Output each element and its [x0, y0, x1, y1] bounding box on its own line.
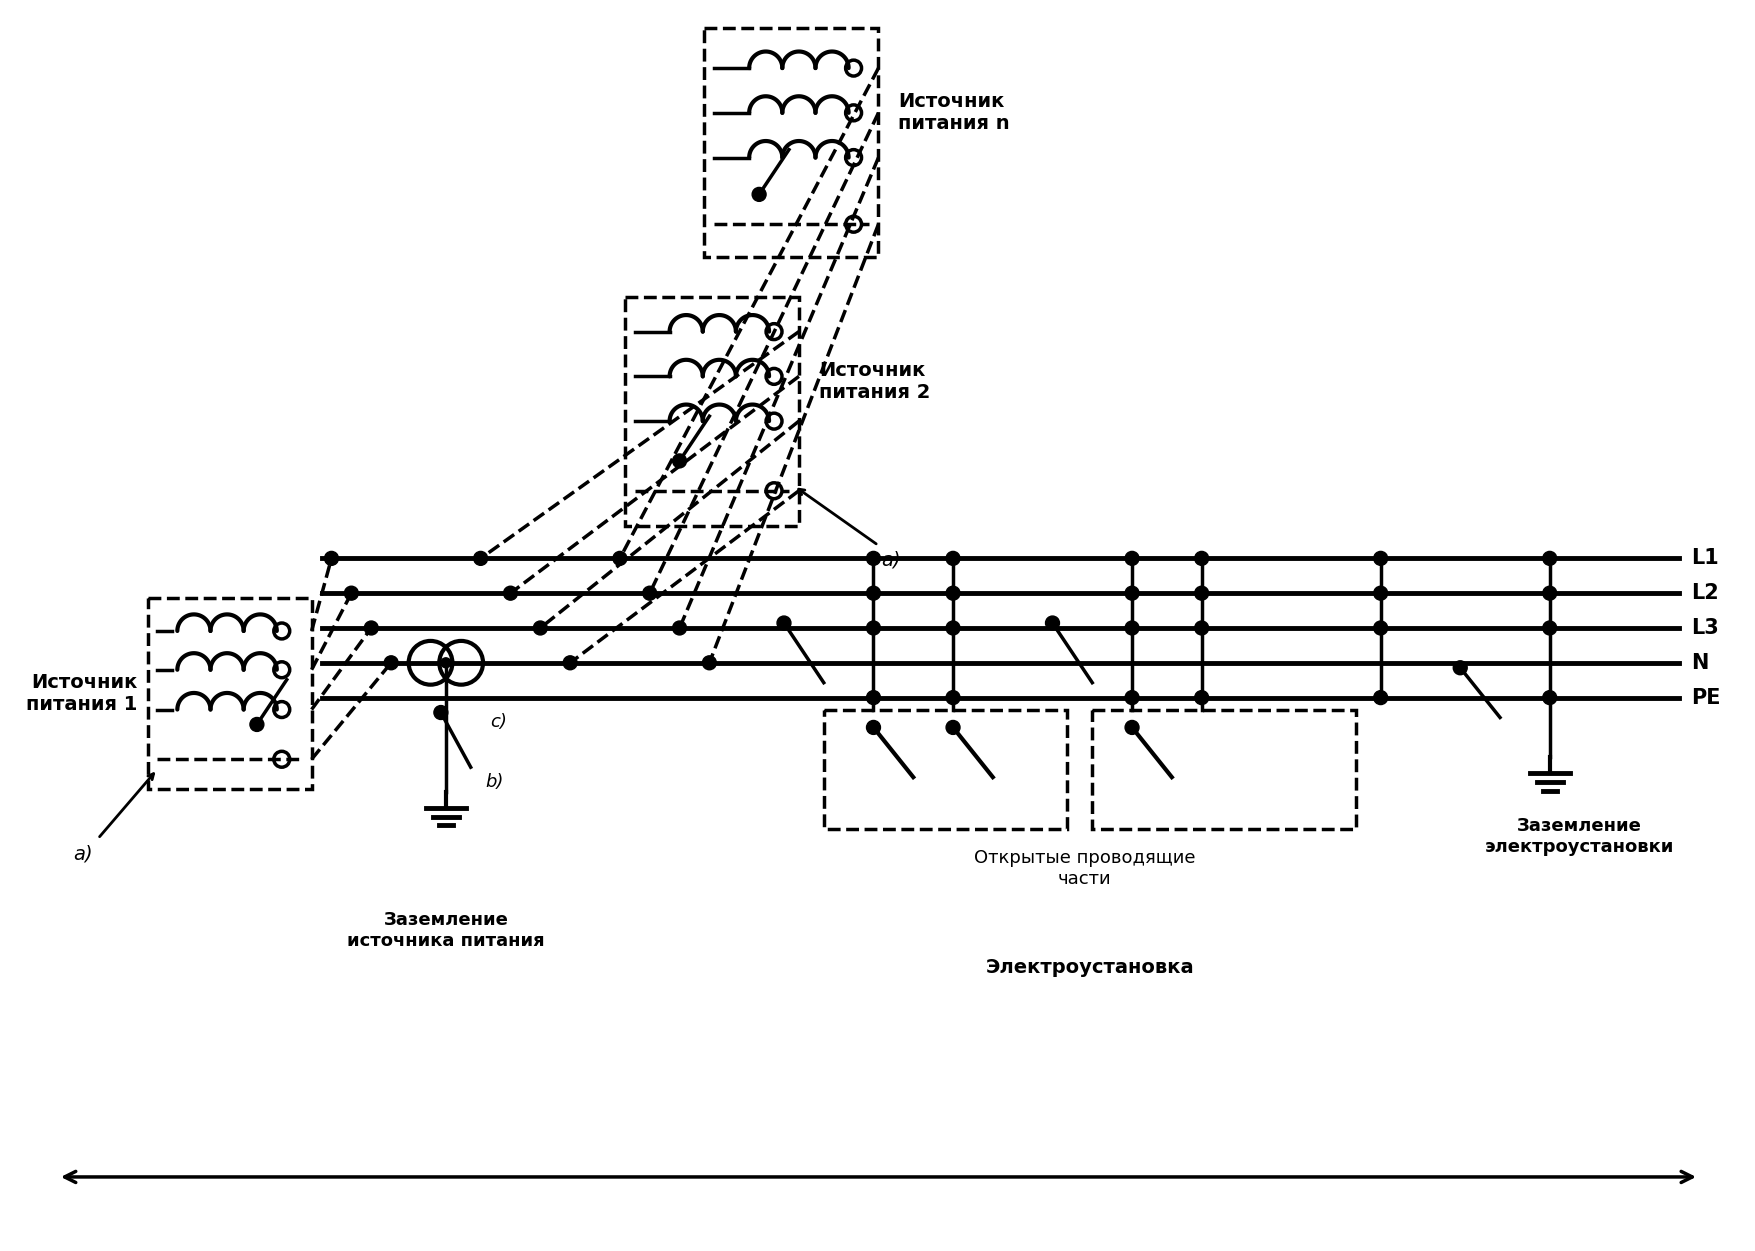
- Text: Источник
питания 2: Источник питания 2: [820, 360, 930, 402]
- Circle shape: [365, 620, 379, 636]
- Circle shape: [1543, 587, 1557, 600]
- Bar: [1092, 709, 1357, 829]
- Text: N: N: [1692, 653, 1708, 673]
- Circle shape: [1543, 620, 1557, 636]
- Circle shape: [702, 656, 716, 669]
- Circle shape: [1125, 620, 1139, 636]
- Circle shape: [946, 587, 960, 600]
- Circle shape: [946, 620, 960, 636]
- Circle shape: [534, 620, 548, 636]
- Circle shape: [1453, 661, 1467, 674]
- Circle shape: [384, 656, 398, 669]
- Text: L1: L1: [1692, 548, 1718, 568]
- Text: Источник
питания n: Источник питания n: [899, 93, 1009, 134]
- Circle shape: [867, 552, 881, 565]
- Circle shape: [672, 620, 686, 636]
- Bar: [625, 296, 799, 525]
- Circle shape: [474, 552, 488, 565]
- Circle shape: [867, 691, 881, 704]
- Circle shape: [504, 587, 518, 600]
- Circle shape: [344, 587, 358, 600]
- Text: b): b): [486, 773, 504, 791]
- Text: PE: PE: [1692, 688, 1720, 708]
- Circle shape: [867, 587, 881, 600]
- Circle shape: [1543, 691, 1557, 704]
- Circle shape: [441, 658, 451, 668]
- Text: L2: L2: [1692, 583, 1718, 603]
- Bar: [147, 598, 312, 789]
- Circle shape: [1374, 620, 1388, 636]
- Text: a): a): [881, 550, 900, 569]
- Circle shape: [1046, 615, 1060, 631]
- Circle shape: [642, 587, 656, 600]
- Text: Заземление
источника питания: Заземление источника питания: [347, 912, 544, 951]
- Text: Открытые проводящие
части: Открытые проводящие части: [974, 848, 1195, 887]
- Circle shape: [249, 718, 263, 732]
- Circle shape: [753, 188, 767, 201]
- Circle shape: [1543, 552, 1557, 565]
- Circle shape: [433, 706, 448, 719]
- Circle shape: [672, 454, 686, 468]
- Circle shape: [1374, 691, 1388, 704]
- Circle shape: [1195, 691, 1209, 704]
- Circle shape: [325, 552, 339, 565]
- Circle shape: [867, 721, 881, 734]
- Bar: [704, 29, 879, 256]
- Circle shape: [1125, 721, 1139, 734]
- Circle shape: [777, 615, 792, 631]
- Circle shape: [1195, 587, 1209, 600]
- Circle shape: [1125, 552, 1139, 565]
- Circle shape: [867, 620, 881, 636]
- Circle shape: [946, 721, 960, 734]
- Text: Источник
питания 1: Источник питания 1: [26, 673, 137, 714]
- Circle shape: [1195, 620, 1209, 636]
- Text: a): a): [74, 844, 93, 863]
- Circle shape: [1374, 552, 1388, 565]
- Circle shape: [563, 656, 577, 669]
- Circle shape: [946, 691, 960, 704]
- Circle shape: [1374, 587, 1388, 600]
- Text: L3: L3: [1692, 618, 1718, 638]
- Text: Электроустановка: Электроустановка: [986, 958, 1193, 977]
- Circle shape: [1125, 691, 1139, 704]
- Circle shape: [946, 552, 960, 565]
- Circle shape: [1195, 552, 1209, 565]
- Bar: [823, 709, 1067, 829]
- Circle shape: [1125, 587, 1139, 600]
- Text: Заземление
электроустановки: Заземление электроустановки: [1485, 817, 1674, 856]
- Circle shape: [612, 552, 627, 565]
- Text: c): c): [491, 713, 507, 732]
